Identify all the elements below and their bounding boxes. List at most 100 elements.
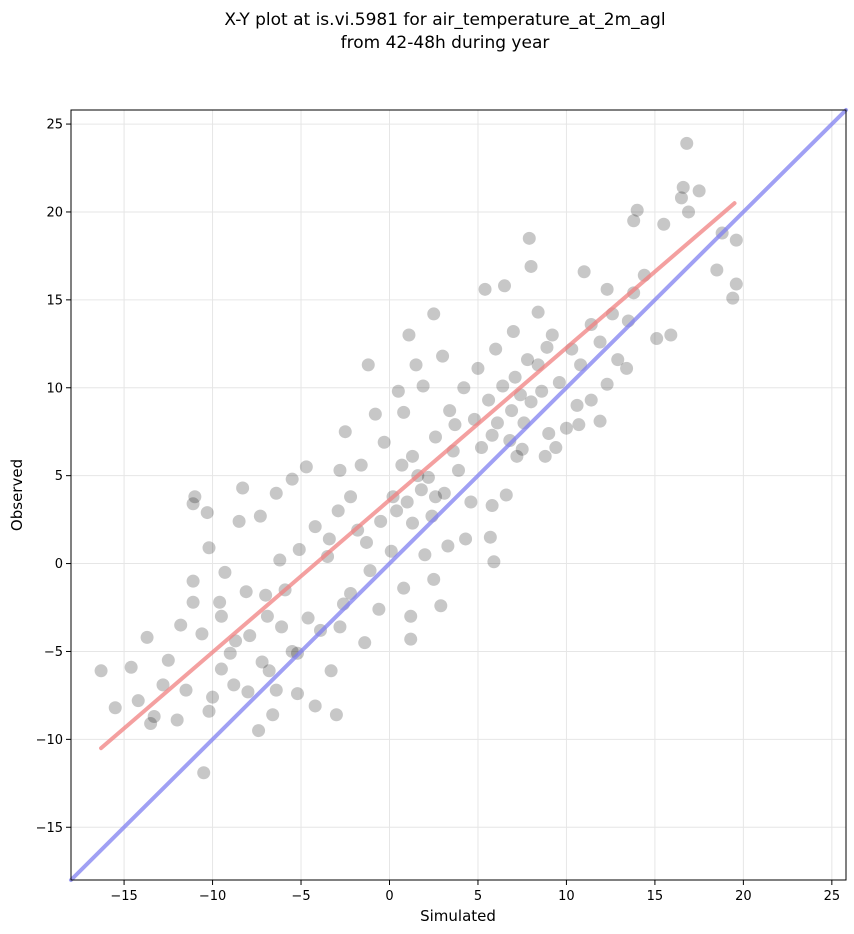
data-point [333,620,347,634]
data-point [531,305,545,319]
scatter-points [94,136,743,780]
data-point [252,724,266,738]
data-point [452,463,465,477]
data-point [540,340,554,354]
data-point [218,565,232,579]
x-tick-label: 5 [474,889,482,904]
data-point [259,588,273,602]
data-point [471,361,485,375]
data-point [140,630,154,644]
y-axis-label: Observed [8,459,26,531]
data-point [285,472,299,486]
data-point [577,265,591,279]
plot-frame [70,109,847,881]
data-point [363,564,377,578]
data-point [390,504,404,518]
data-point [214,609,228,623]
data-point [227,678,241,692]
axis-ticks: −15 −10 −5 0 5 10 15 20 25 −15 −10 −5 0 5 10 15 20 25 [36,118,841,904]
data-point [354,458,368,472]
x-tick-label: −15 [110,889,137,904]
data-point [729,233,743,247]
data-point [572,418,586,432]
data-point [692,184,706,198]
data-point [505,404,519,418]
data-point [374,514,388,528]
data-point [584,393,598,407]
data-point [308,520,322,534]
data-point [405,449,419,463]
x-tick-label: −10 [199,889,226,904]
x-tick-label: 10 [558,889,575,904]
data-point [206,690,220,704]
data-point [266,708,280,722]
data-point [506,325,520,339]
data-point [262,664,276,678]
data-point [485,428,499,442]
data-point [179,683,193,697]
data-point [223,646,237,660]
data-point [421,470,435,484]
identity-line [69,108,848,882]
data-point [498,279,512,293]
x-tick-label: −5 [291,889,310,904]
data-point [269,486,283,500]
data-point [402,328,416,342]
data-point [188,490,202,504]
data-point [483,530,497,544]
data-point [416,379,430,393]
data-point [600,377,614,391]
data-point [236,481,250,495]
data-point [630,203,644,217]
data-point [161,653,175,667]
data-point [292,542,306,556]
data-point [437,486,451,500]
data-point [441,539,455,553]
data-point [186,497,200,511]
data-point [186,595,200,609]
data-point [344,490,358,504]
data-point [243,629,257,643]
data-point [321,550,335,564]
data-point [443,404,457,418]
data-point [275,620,289,634]
data-point [377,435,391,449]
data-point [611,353,625,367]
data-point [269,683,283,697]
data-point [664,328,678,342]
data-point [475,441,489,455]
y-tick-label: −5 [44,645,63,660]
data-point [552,375,566,389]
y-tick-label: 20 [46,205,63,220]
data-point [331,504,345,518]
data-point [620,361,634,375]
data-point [510,449,524,463]
data-point [434,599,448,613]
data-point [499,488,513,502]
data-point [232,514,246,528]
data-point [324,664,338,678]
data-point [273,553,287,567]
data-point [570,398,584,412]
x-tick-label: 0 [385,889,393,904]
data-point [418,548,432,562]
data-point [464,495,478,509]
data-point [202,541,216,555]
data-point [195,627,209,641]
data-point [239,585,253,599]
data-point [489,342,503,356]
data-point [405,516,419,530]
data-point [361,358,375,372]
data-point [333,463,347,477]
data-point [478,282,492,296]
data-point [427,307,441,321]
data-point [448,418,462,432]
data-point [260,609,274,623]
chart-title-line-1: X-Y plot at is.vi.5981 for air_temperatu… [224,10,665,30]
data-point [710,263,724,277]
data-point [338,425,352,439]
y-tick-label: −10 [36,733,63,748]
data-point [213,595,227,609]
x-tick-label: 25 [824,889,841,904]
data-point [241,685,255,699]
